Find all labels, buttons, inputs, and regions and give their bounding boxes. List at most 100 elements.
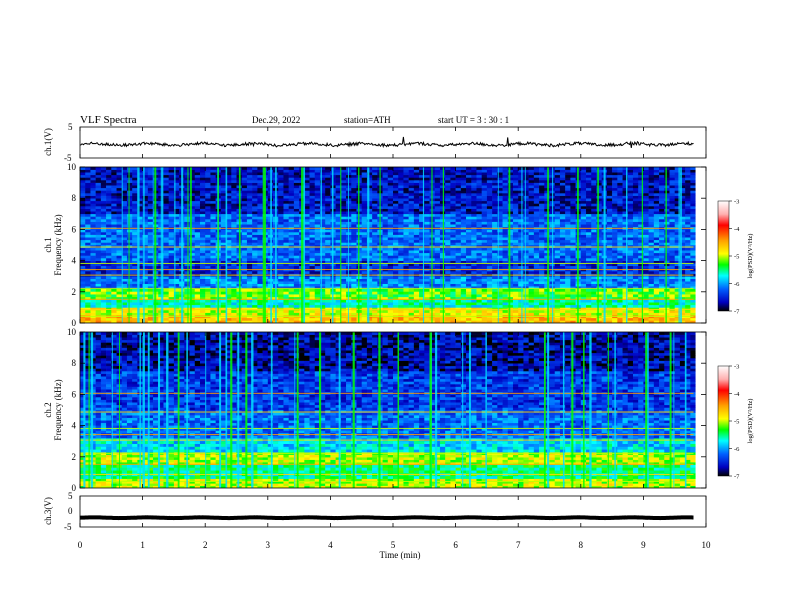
spectrogram-cell [137,307,143,311]
spectrogram-cell [163,245,169,248]
spectrogram-cell [586,234,592,238]
spectrogram-cell [419,255,425,259]
spectrogram-cell [622,271,629,274]
spectrogram-cell [617,283,623,287]
spectrogram-cell [382,299,389,303]
spectrogram-cell [606,302,613,306]
spectrogram-cell [132,276,138,279]
spectrogram-cell [570,247,576,251]
spectrogram-cell [194,255,201,259]
spectrogram-cell [460,239,467,243]
spectrogram-cell [132,263,138,267]
spectrogram-cell [638,252,644,256]
spectrogram-cell [559,265,566,269]
spectrogram-cell [565,234,571,238]
spectrogram-cell [497,265,503,269]
spectrogram-cell [283,320,289,323]
spectrogram-cell [325,265,331,269]
spectrogram-cell [450,296,456,300]
spectrogram-cell [116,310,123,313]
spectrogram-cell [669,255,675,259]
spectrogram-cell [387,317,394,321]
spectrogram-cell [293,296,300,300]
spectrogram-cell [648,258,655,261]
spectrogram-cell [340,213,347,217]
spectrogram-cell [565,242,571,246]
spectrogram-cell [439,221,446,225]
spectrogram-cell [126,255,133,259]
spectrogram-cell [205,213,211,217]
spectrogram-cell [439,263,446,267]
spectrogram-cell [643,271,649,274]
spectrogram-cell [168,302,175,306]
spectrogram-cell [403,288,409,292]
spectrogram-cell [606,271,613,274]
spectrogram-cell [434,299,441,303]
spectrogram-cell [565,271,571,274]
spectrogram-cell [690,294,696,298]
spectrogram-cell [466,247,472,251]
spectrogram-cell [471,242,477,246]
spectrogram-cell [617,232,623,235]
spectrogram-cell [559,237,566,241]
spectrogram-cell [283,312,289,316]
spectrogram-cell [674,278,681,282]
spectrogram-cell [340,302,347,306]
spectrogram-cell [121,242,128,246]
spectrogram-cell [366,317,373,321]
spectrogram-cell [653,281,660,284]
spectrogram-cell [168,242,175,246]
spectrogram-cell [220,229,227,233]
spectrogram-cell [638,278,644,282]
spectrogram-cell [246,294,253,298]
spectrogram-cell [518,310,524,313]
spectrogram-cell [293,247,300,251]
spectrogram-cell [85,312,91,316]
spectrogram-cell [445,239,451,243]
spectrogram-cell [627,239,634,243]
spectrogram-cell [413,299,420,303]
spectrogram-cell [507,237,514,241]
spectrogram-cell [408,237,415,241]
spectrogram-cell [372,221,378,225]
spectrogram-cell [100,232,107,235]
spectrogram-cell [565,320,571,323]
spectrogram-cell [403,245,409,248]
spectrogram-cell [455,320,462,323]
spectrogram-cell [210,296,216,300]
spectrogram-cell [340,216,347,220]
spectrogram-cell [606,216,613,220]
spectrogram-cell [659,304,665,308]
spectrogram-cell [476,283,482,287]
spectrogram-cell [653,278,660,282]
spectrogram-cell [393,242,399,246]
spectrogram-cell [194,283,201,287]
spectrogram-cell [679,234,686,238]
spectrogram-cell [559,255,566,259]
spectrogram-cell [679,276,686,279]
spectrogram-cell [685,232,691,235]
spectrogram-cell [393,304,399,308]
spectrogram-cell [476,216,482,220]
spectrogram-cell [565,296,571,300]
spectrogram-cell [90,304,96,308]
spectrogram-cell [424,252,430,256]
spectrogram-cell [283,281,289,284]
spectrogram-cell [507,263,514,267]
spectrogram-cell [612,288,618,292]
spectrogram-cell [387,294,394,298]
spectrogram-cell [398,281,404,284]
spectrogram-cell [304,237,310,241]
spectrogram-cell [460,250,467,254]
spectrogram-cell [528,252,535,256]
spectrogram-cell [481,286,488,289]
spectrogram-cell [319,239,326,243]
spectrogram-cell [226,245,232,248]
spectrogram-cell [210,307,216,311]
spectrogram-cell [653,242,660,246]
spectrogram-cell [189,224,196,228]
spectrogram-cell [126,271,133,274]
spectrogram-cell [502,232,509,235]
spectrogram-cell [325,260,331,264]
spectrogram-cell [220,239,227,243]
